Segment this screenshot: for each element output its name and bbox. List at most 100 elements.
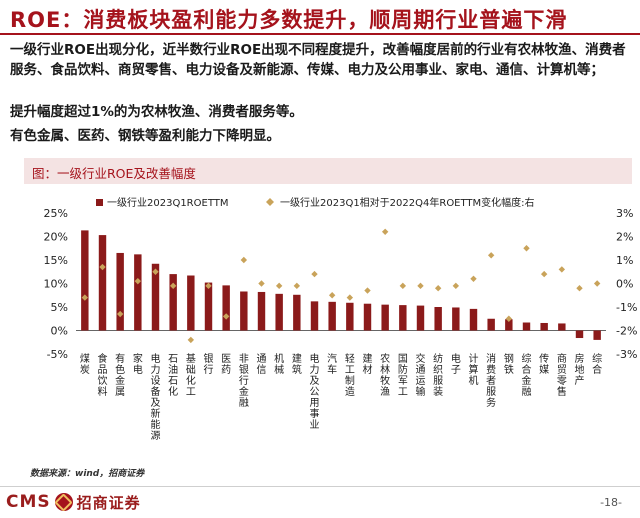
logo-text: CMS — [6, 492, 51, 512]
chart-header: 图：一级行业ROE及改善幅度 — [24, 158, 632, 184]
roe-change-point — [593, 280, 601, 287]
roe-bar — [293, 294, 301, 331]
roe-bar — [487, 318, 495, 331]
page-number: -18- — [600, 496, 622, 509]
roe-change-point — [258, 280, 265, 287]
roe-bar — [116, 252, 124, 331]
category-label: 汽车 — [327, 352, 337, 376]
footer-divider — [0, 486, 640, 487]
category-label: 非银行金融 — [239, 353, 249, 409]
title-underline — [0, 33, 640, 35]
roe-change-point — [116, 310, 124, 318]
roe-change-point — [205, 282, 212, 290]
left-axis-tick-label: 5% — [51, 301, 68, 314]
paragraph-1: 一级行业ROE出现分化，近半数行业ROE出现不同程度提升，改善幅度居前的行业有农… — [10, 42, 626, 78]
roe-change-point — [222, 313, 230, 320]
roe-bar — [328, 301, 336, 331]
category-label: 国防军工 — [398, 353, 408, 398]
legend-dot-label: 一级行业2023Q1相对于2022Q4年ROETTM变化幅度:右 — [280, 196, 535, 209]
category-label: 商贸零售 — [557, 352, 567, 398]
roe-bar — [98, 235, 107, 331]
roe-bar — [222, 285, 230, 331]
roe-change-point — [346, 294, 354, 301]
roe-change-point — [417, 282, 424, 290]
roe-change-point — [505, 315, 513, 322]
roe-bar — [522, 322, 531, 331]
roe-bar — [204, 282, 213, 331]
category-label: 建材 — [363, 352, 373, 376]
roe-bar — [540, 322, 548, 331]
category-label: 石油石化 — [168, 354, 178, 398]
roe-change-point — [152, 268, 159, 275]
roe-bar — [346, 302, 354, 331]
company-logo: CMS 招商证券 — [6, 490, 141, 514]
roe-change-point — [470, 275, 477, 282]
roe-bar — [399, 305, 407, 331]
roe-change-point — [328, 292, 336, 299]
category-label: 房地产 — [575, 352, 585, 387]
roe-bar — [81, 230, 89, 331]
roe-bar — [257, 291, 266, 331]
roe-bar — [151, 263, 160, 331]
right-axis-tick-label: 2% — [616, 231, 633, 244]
roe-bar — [381, 304, 389, 331]
left-axis-tick-label: 0% — [51, 325, 68, 338]
category-label: 综合金融 — [522, 352, 532, 398]
right-axis-tick-label: 1% — [616, 254, 633, 267]
category-label: 通信 — [257, 353, 267, 376]
roe-change-point — [169, 282, 177, 290]
roe-bar — [505, 319, 513, 331]
roe-change-point — [523, 245, 530, 252]
roe-bar — [452, 307, 460, 331]
roe-chart: 一级行业2023Q1ROETTM 一级行业2023Q1相对于2022Q4年ROET… — [44, 196, 638, 442]
category-label: 计算机 — [469, 352, 479, 387]
category-label: 农林牧渔 — [380, 352, 390, 398]
roe-bar — [434, 307, 442, 331]
right-axis-tick-label: 3% — [616, 207, 633, 220]
roe-change-point — [311, 270, 318, 278]
left-axis-tick-label: 20% — [44, 231, 68, 244]
roe-bar — [275, 293, 283, 331]
category-label: 综合 — [592, 352, 602, 376]
roe-bar — [575, 330, 584, 339]
roe-bar — [310, 301, 319, 331]
roe-change-point — [187, 336, 195, 344]
category-label: 电子 — [451, 352, 461, 376]
roe-change-point — [293, 282, 301, 290]
logo-cn-text: 招商证券 — [76, 493, 141, 512]
roe-bar — [187, 275, 195, 331]
category-label: 电力设备及新能源 — [151, 352, 161, 442]
category-label: 传媒 — [539, 353, 549, 376]
roe-bar — [134, 254, 142, 331]
category-label: 有色金属 — [115, 352, 125, 398]
page-title: ROE：消费板块盈利能力多数提升，顺周期行业普遍下滑 — [10, 8, 568, 32]
roe-bar — [240, 291, 248, 331]
roe-change-point — [399, 282, 407, 290]
category-label: 交通运输 — [416, 352, 426, 398]
roe-change-point — [81, 294, 89, 301]
category-label: 基础化工 — [186, 352, 196, 398]
category-label: 轻工制造 — [345, 352, 355, 398]
roe-bar — [169, 274, 177, 331]
chart-title: 图：一级行业ROE及改善幅度 — [32, 166, 196, 181]
category-label: 电力及公用事业 — [310, 352, 320, 431]
roe-change-point — [558, 266, 566, 273]
category-label: 食品饮料 — [98, 352, 108, 398]
category-label: 钢铁 — [504, 352, 514, 376]
roe-bar — [416, 305, 425, 331]
right-axis-tick-label: -3% — [616, 348, 637, 361]
roe-bar — [469, 308, 478, 331]
category-label: 医药 — [221, 353, 231, 376]
category-label: 消费者服务 — [486, 352, 496, 409]
legend-dot-swatch — [266, 198, 274, 206]
roe-change-point — [364, 287, 371, 294]
logo-mark-icon — [54, 492, 73, 512]
roe-change-point — [134, 277, 142, 285]
legend-bar-swatch — [96, 199, 103, 206]
paragraph-2: 提升幅度超过1%的为农林牧渔、消费者服务等。 — [10, 104, 303, 120]
roe-change-point — [381, 228, 389, 235]
category-label: 银行 — [204, 352, 214, 376]
right-axis-tick-label: 0% — [616, 278, 633, 291]
left-axis-tick-label: 10% — [44, 278, 68, 291]
roe-change-point — [576, 285, 583, 292]
